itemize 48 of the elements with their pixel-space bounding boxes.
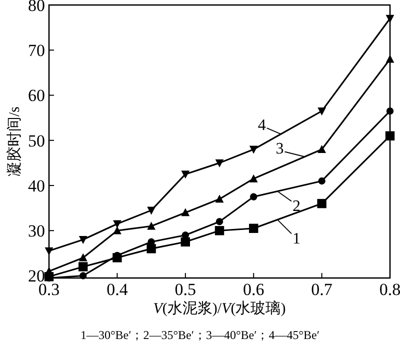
point bbox=[44, 247, 54, 256]
y-tick-label: 70 bbox=[28, 41, 45, 60]
legend-label: 2 bbox=[292, 198, 300, 216]
y-tick-label: 60 bbox=[28, 86, 45, 106]
point bbox=[215, 159, 224, 168]
point bbox=[216, 218, 224, 226]
x-axis-title: V(水泥浆)/V(水玻璃) bbox=[153, 300, 286, 317]
point bbox=[386, 54, 394, 63]
point bbox=[113, 226, 122, 234]
legend-label: 3 bbox=[276, 140, 284, 158]
point bbox=[386, 107, 394, 115]
series-label: 4 bbox=[258, 117, 266, 134]
point bbox=[146, 244, 156, 254]
point bbox=[250, 193, 258, 200]
point bbox=[113, 220, 122, 228]
point bbox=[80, 272, 87, 280]
x-tick-label: 0.7 bbox=[311, 280, 333, 299]
y-tick-label: 50 bbox=[28, 131, 45, 150]
point bbox=[318, 144, 326, 153]
point bbox=[249, 146, 258, 154]
point bbox=[214, 226, 224, 236]
point bbox=[318, 177, 326, 185]
x-tick-label: 0.6 bbox=[242, 280, 264, 299]
y-tick-label: 30 bbox=[28, 222, 45, 241]
y-axis-title: 凝胶时间/s bbox=[6, 106, 23, 177]
point bbox=[215, 194, 224, 203]
point bbox=[78, 262, 88, 272]
y-tick-label: 80 bbox=[28, 0, 45, 15]
point bbox=[317, 198, 326, 208]
point bbox=[78, 253, 88, 262]
point bbox=[318, 107, 326, 116]
point bbox=[181, 208, 190, 216]
point bbox=[147, 222, 156, 230]
point bbox=[148, 238, 155, 246]
point bbox=[181, 170, 190, 179]
point bbox=[385, 131, 395, 140]
point bbox=[249, 224, 258, 233]
x-tick-label: 0.5 bbox=[174, 280, 196, 299]
legend-label: 1 bbox=[292, 230, 300, 248]
point bbox=[147, 206, 156, 215]
point bbox=[249, 174, 258, 182]
y-tick-label: 40 bbox=[28, 176, 45, 196]
point bbox=[78, 236, 88, 244]
x-tick-label: 0.8 bbox=[379, 280, 400, 299]
point bbox=[386, 14, 394, 23]
x-tick-label: 0.4 bbox=[106, 280, 128, 299]
point bbox=[180, 237, 190, 246]
text: 1—30°Be′；2—35°Be′；3—40°Be′；4—45°Be′ bbox=[80, 328, 320, 342]
